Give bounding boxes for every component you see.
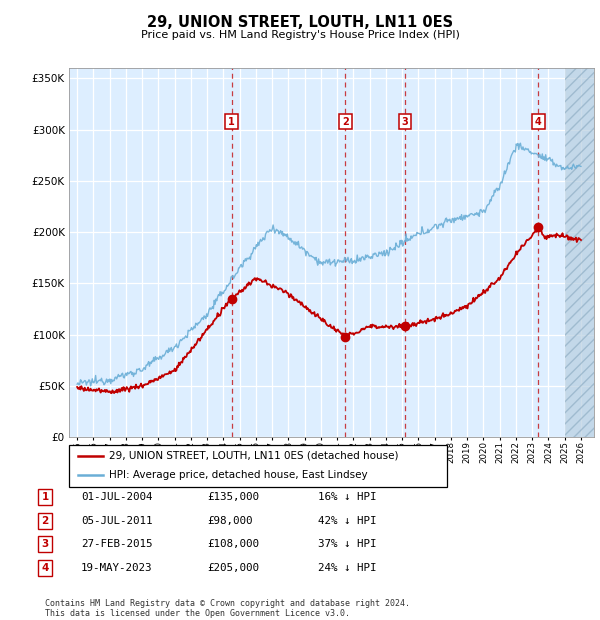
Text: 4: 4 — [535, 117, 542, 126]
Text: 4: 4 — [41, 563, 49, 573]
Text: £98,000: £98,000 — [207, 516, 253, 526]
Text: £135,000: £135,000 — [207, 492, 259, 502]
Text: 05-JUL-2011: 05-JUL-2011 — [81, 516, 152, 526]
Text: 27-FEB-2015: 27-FEB-2015 — [81, 539, 152, 549]
Text: 1: 1 — [228, 117, 235, 126]
Text: 2: 2 — [342, 117, 349, 126]
Text: 3: 3 — [401, 117, 408, 126]
Text: £205,000: £205,000 — [207, 563, 259, 573]
Text: 01-JUL-2004: 01-JUL-2004 — [81, 492, 152, 502]
FancyBboxPatch shape — [69, 445, 447, 487]
Bar — [565, 68, 594, 437]
Text: 19-MAY-2023: 19-MAY-2023 — [81, 563, 152, 573]
Text: 2: 2 — [41, 516, 49, 526]
Text: 16% ↓ HPI: 16% ↓ HPI — [318, 492, 377, 502]
Text: 29, UNION STREET, LOUTH, LN11 0ES (detached house): 29, UNION STREET, LOUTH, LN11 0ES (detac… — [109, 451, 398, 461]
Text: HPI: Average price, detached house, East Lindsey: HPI: Average price, detached house, East… — [109, 471, 367, 480]
Text: 24% ↓ HPI: 24% ↓ HPI — [318, 563, 377, 573]
Text: Contains HM Land Registry data © Crown copyright and database right 2024.
This d: Contains HM Land Registry data © Crown c… — [45, 599, 410, 618]
Text: 3: 3 — [41, 539, 49, 549]
Text: 37% ↓ HPI: 37% ↓ HPI — [318, 539, 377, 549]
Text: 1: 1 — [41, 492, 49, 502]
Text: 29, UNION STREET, LOUTH, LN11 0ES: 29, UNION STREET, LOUTH, LN11 0ES — [147, 16, 453, 30]
Text: 42% ↓ HPI: 42% ↓ HPI — [318, 516, 377, 526]
Text: Price paid vs. HM Land Registry's House Price Index (HPI): Price paid vs. HM Land Registry's House … — [140, 30, 460, 40]
Text: £108,000: £108,000 — [207, 539, 259, 549]
